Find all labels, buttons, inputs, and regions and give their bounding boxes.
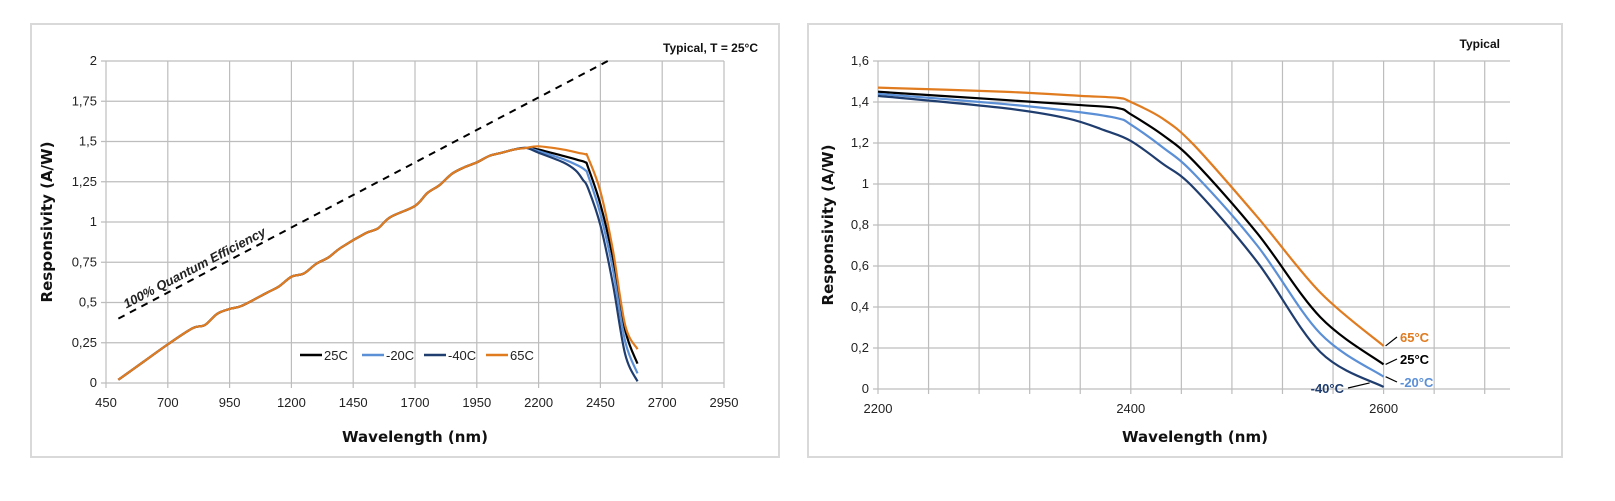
label-leader-line	[1385, 376, 1398, 383]
x-tick-label: 450	[95, 395, 117, 410]
series-line-25C	[877, 90, 1385, 366]
y-tick-label: 0,4	[851, 299, 869, 314]
legend-label: 25C	[324, 348, 348, 363]
right-chart-title: Typical	[1460, 37, 1500, 51]
series-line-65C	[117, 145, 639, 381]
x-tick-label: 2700	[648, 395, 677, 410]
series-line-40C	[877, 94, 1385, 388]
x-tick-label: 2950	[710, 395, 739, 410]
y-tick-label: 1,5	[79, 134, 97, 149]
y-tick-label: 1,75	[72, 93, 97, 108]
y-tick-label: 0,25	[72, 335, 97, 350]
left-chart-frame	[30, 23, 780, 458]
legend-label: -40C	[448, 348, 476, 363]
label-leader-line	[1385, 336, 1398, 347]
series-label: -20°C	[1400, 375, 1434, 390]
y-tick-label: 1,25	[72, 174, 97, 189]
left-x-axis-label: Wavelength (nm)	[342, 428, 488, 446]
y-tick-label: 0,5	[79, 295, 97, 310]
y-tick-label: 0	[90, 375, 97, 390]
y-tick-label: 0,75	[72, 254, 97, 269]
y-tick-label: 0,6	[851, 258, 869, 273]
right-chart: 0 0,2 0,4 0,6 0,8 1 1,2 1,4 1,6 2200 2400 2600 65°C 2…	[851, 53, 1510, 416]
y-tick-label: 0,8	[851, 217, 869, 232]
right-x-axis-label: Wavelength (nm)	[1122, 428, 1268, 446]
x-tick-label: 1200	[277, 395, 306, 410]
left-y-axis-label: Responsivity (A/W)	[38, 142, 56, 303]
x-tick-label: 700	[157, 395, 179, 410]
x-tick-label: 1950	[462, 395, 491, 410]
series-line-65C	[877, 86, 1385, 347]
left-chart-title: Typical, T = 25°C	[663, 41, 758, 55]
x-tick-label: 950	[219, 395, 241, 410]
y-tick-label: 2	[90, 53, 97, 68]
legend-label: 65C	[510, 348, 534, 363]
y-tick-label: 0,2	[851, 340, 869, 355]
y-tick-label: 1	[862, 176, 869, 191]
right-y-axis-label: Responsivity (A/W)	[819, 145, 837, 306]
label-leader-line	[1385, 358, 1398, 365]
series-label: 65°C	[1400, 330, 1430, 345]
y-tick-label: 1,4	[851, 94, 869, 109]
quantum-efficiency-line	[117, 60, 609, 320]
x-tick-label: 2200	[864, 401, 893, 416]
y-tick-label: 1,2	[851, 135, 869, 150]
series-label: 25°C	[1400, 352, 1430, 367]
x-tick-label: 2450	[586, 395, 615, 410]
x-tick-label: 2600	[1369, 401, 1398, 416]
y-tick-label: 0	[862, 381, 869, 396]
x-tick-label: 2400	[1116, 401, 1145, 416]
x-tick-label: 1450	[339, 395, 368, 410]
y-tick-label: 1,6	[851, 53, 869, 68]
x-tick-label: 2200	[524, 395, 553, 410]
x-tick-label: 1700	[401, 395, 430, 410]
legend-label: -20C	[386, 348, 414, 363]
y-tick-label: 1	[90, 214, 97, 229]
series-line-20C	[877, 92, 1385, 378]
series-label: -40°C	[1311, 381, 1345, 396]
label-leader-line	[1347, 382, 1370, 389]
